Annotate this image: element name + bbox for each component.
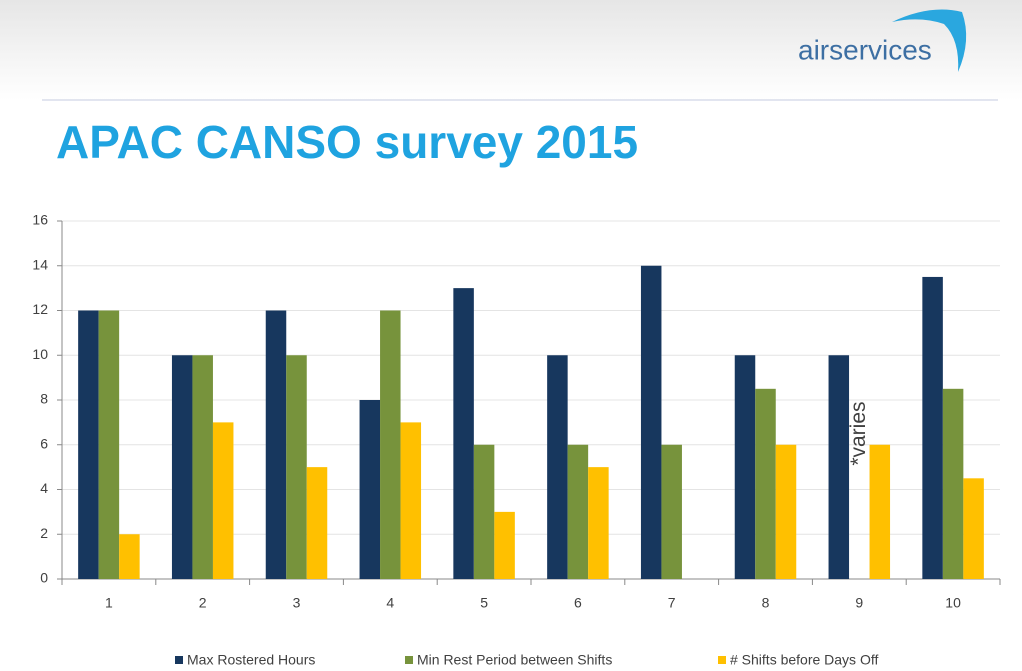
bar (942, 388, 964, 579)
bar (286, 355, 307, 579)
y-tick-label: 0 (40, 570, 48, 586)
bar (78, 310, 99, 579)
bar (567, 444, 589, 579)
bar (775, 444, 797, 579)
logo: airservices (798, 34, 932, 65)
y-tick-label: 8 (40, 391, 48, 407)
bar (869, 444, 891, 579)
bar (922, 276, 943, 579)
bar (588, 467, 609, 579)
legend-label: Min Rest Period between Shifts (417, 652, 612, 668)
bar (171, 355, 193, 579)
annotation: *varies (847, 401, 870, 465)
bar (380, 310, 401, 579)
legend-marker (405, 656, 413, 664)
x-tick-label: 5 (480, 595, 488, 611)
bar (473, 444, 495, 579)
bar (734, 355, 756, 579)
bar (192, 355, 213, 579)
bar (547, 355, 568, 579)
y-tick-label: 16 (32, 212, 48, 228)
bar (963, 478, 984, 579)
bar (359, 400, 381, 579)
y-tick-label: 12 (32, 301, 48, 317)
bar (755, 388, 776, 579)
bar (306, 467, 328, 579)
y-tick-label: 14 (32, 256, 48, 272)
x-tick-label: 7 (668, 595, 676, 611)
bar (212, 422, 234, 579)
bar (453, 288, 474, 579)
bar (828, 355, 850, 579)
bar (119, 534, 140, 579)
y-tick-label: 6 (40, 435, 48, 451)
header-background (0, 0, 1022, 100)
x-tick-label: 2 (199, 595, 207, 611)
y-tick-label: 10 (32, 346, 48, 362)
bar (400, 422, 422, 579)
bar (494, 511, 515, 579)
legend-marker (718, 656, 726, 664)
logo-swoosh (892, 9, 967, 73)
x-tick-label: 8 (762, 595, 770, 611)
bar (640, 265, 662, 579)
y-tick-label: 4 (40, 480, 48, 496)
chart-title: APAC CANSO survey 2015 (56, 116, 638, 168)
x-tick-label: 1 (105, 595, 113, 611)
legend-label: # Shifts before Days Off (730, 652, 878, 668)
x-tick-label: 6 (574, 595, 582, 611)
bar (661, 444, 682, 579)
x-tick-label: 10 (945, 595, 961, 611)
x-tick-label: 4 (386, 595, 394, 611)
x-tick-label: 3 (293, 595, 301, 611)
bar (98, 310, 120, 579)
legend-marker (175, 656, 183, 664)
bar (265, 310, 287, 579)
y-tick-label: 2 (40, 525, 48, 541)
x-tick-label: 9 (855, 595, 863, 611)
legend-label: Max Rostered Hours (187, 652, 315, 668)
